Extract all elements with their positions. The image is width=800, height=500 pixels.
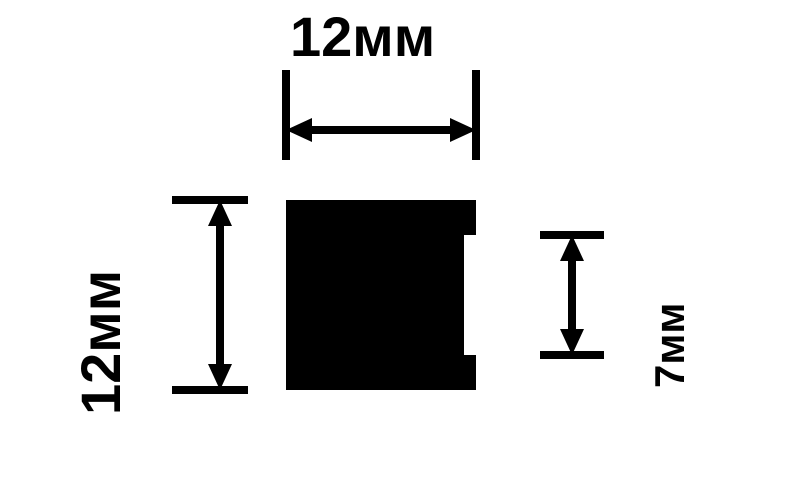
- dimension-diagram: [0, 0, 800, 500]
- dimension-top: [286, 70, 476, 160]
- dimension-label-top: 12мм: [290, 4, 435, 69]
- dimension-label-left: 12мм: [68, 270, 133, 415]
- profile-shape: [286, 200, 476, 390]
- dimension-right: [540, 235, 604, 355]
- dimension-left: [172, 200, 248, 390]
- dimension-label-right: 7мм: [646, 303, 694, 389]
